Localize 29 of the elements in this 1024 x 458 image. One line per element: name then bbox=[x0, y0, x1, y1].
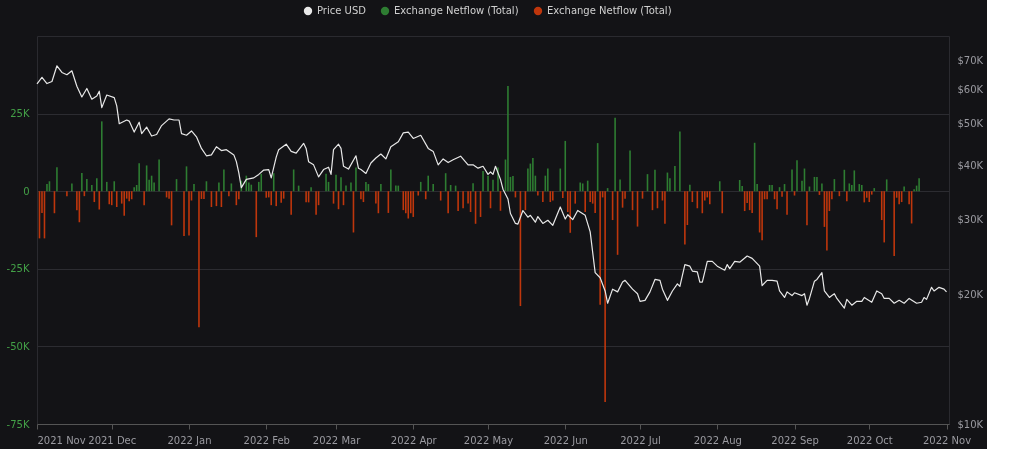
y2-tick-label: $30K bbox=[957, 213, 984, 225]
y-tick-label: -25K bbox=[6, 263, 30, 275]
x-tick-label: 2021 Dec bbox=[88, 434, 137, 446]
y2-tick-label: $70K bbox=[957, 55, 984, 67]
y-tick-label: -75K bbox=[6, 418, 30, 430]
y-tick-label: 25K bbox=[10, 108, 30, 120]
x-tick-label: 2021 Nov bbox=[37, 434, 86, 446]
x-tick-label: 2022 Oct bbox=[846, 434, 893, 446]
line-series bbox=[36, 65, 948, 309]
y-tick-label: -50K bbox=[6, 340, 30, 352]
x-tick-label: 2022 Aug bbox=[693, 434, 742, 446]
x-tick-label: 2022 Jun bbox=[543, 434, 588, 446]
x-tick-label: 2022 Feb bbox=[243, 434, 290, 446]
y2-tick-label: $10K bbox=[957, 418, 984, 430]
x-tick-label: 2022 Sep bbox=[771, 434, 819, 446]
x-tick-label: 2022 Nov bbox=[922, 434, 972, 446]
x-tick-label: 2022 Apr bbox=[390, 434, 438, 446]
y2-tick-label: $40K bbox=[957, 159, 984, 171]
x-tick-label: 2022 May bbox=[463, 434, 514, 446]
legend-label: Exchange Netflow (Total) bbox=[394, 5, 519, 16]
legend-label: Exchange Netflow (Total) bbox=[547, 5, 672, 16]
x-tick-label: 2022 Mar bbox=[312, 434, 362, 446]
y-tick-label: 0 bbox=[23, 185, 30, 197]
legend-label: Price USD bbox=[317, 5, 367, 16]
x-tick-label: 2022 Jan bbox=[167, 434, 212, 446]
y2-tick-label: $20K bbox=[957, 289, 984, 301]
x-tick-label: 2022 Jul bbox=[620, 434, 661, 446]
y2-tick-label: $60K bbox=[957, 84, 984, 96]
y2-tick-label: $50K bbox=[957, 118, 984, 130]
